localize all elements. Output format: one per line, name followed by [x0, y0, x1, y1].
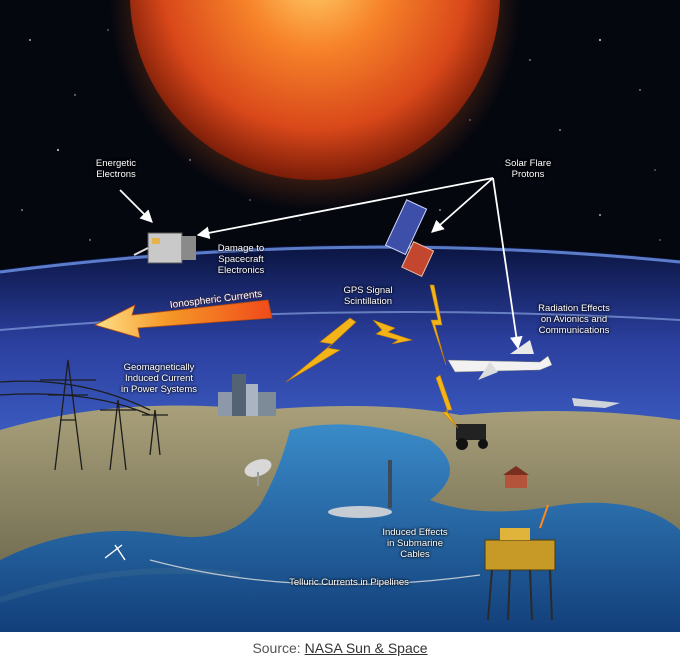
oil-platform-icon — [484, 504, 556, 621]
caption-prefix: Source: — [252, 640, 305, 656]
label-telluric-currents: Telluric Currents in Pipelines — [289, 577, 409, 588]
label-damage-spacecraft: Damage to Spacecraft Electronics — [217, 243, 265, 276]
radar-dish-icon — [244, 459, 272, 486]
label-solar-flare-protons: Solar Flare Protons — [504, 158, 552, 180]
source-link[interactable]: NASA Sun & Space — [304, 640, 428, 656]
spacecraft-icon — [133, 232, 196, 264]
ground-lightning — [435, 374, 459, 429]
ionosphere-layer — [0, 311, 680, 331]
tractor-icon — [456, 424, 488, 450]
house-icon — [503, 466, 529, 488]
gps-lightning-right — [372, 319, 414, 345]
protons-to-spacecraft-arrow — [196, 177, 494, 240]
particle-arrows — [119, 177, 523, 350]
rig-icon — [104, 544, 126, 561]
protons-to-satellite-arrow — [431, 177, 494, 233]
source-caption: Source: NASA Sun & Space — [0, 640, 680, 662]
sun — [130, 0, 500, 180]
protons-to-airplane-arrow — [492, 177, 523, 350]
ionospheric-currents-arrow — [93, 299, 273, 339]
label-submarine-cables: Induced Effects in Submarine Cables — [382, 527, 448, 560]
space-weather-illustration — [0, 0, 680, 632]
label-gps-scintillation: GPS Signal Scintillation — [343, 285, 393, 307]
label-energetic-electrons: Energetic Electrons — [95, 158, 137, 180]
military-jet-icon — [572, 398, 620, 408]
pipeline-line — [149, 559, 481, 586]
power-pylons-icon — [0, 359, 168, 471]
electrons-arrow — [119, 189, 153, 223]
city-buildings-icon — [218, 374, 276, 416]
lightning-bolts — [285, 284, 459, 429]
gps-lightning-left — [285, 317, 357, 383]
label-radiation-effects: Radiation Effects on Avionics and Commun… — [538, 303, 610, 336]
label-geomagnetic-current: Geomagnetically Induced Current in Power… — [120, 362, 198, 395]
satellite-lightning — [429, 284, 447, 366]
satellite-icon — [384, 199, 435, 278]
submarine-icon — [328, 460, 392, 518]
